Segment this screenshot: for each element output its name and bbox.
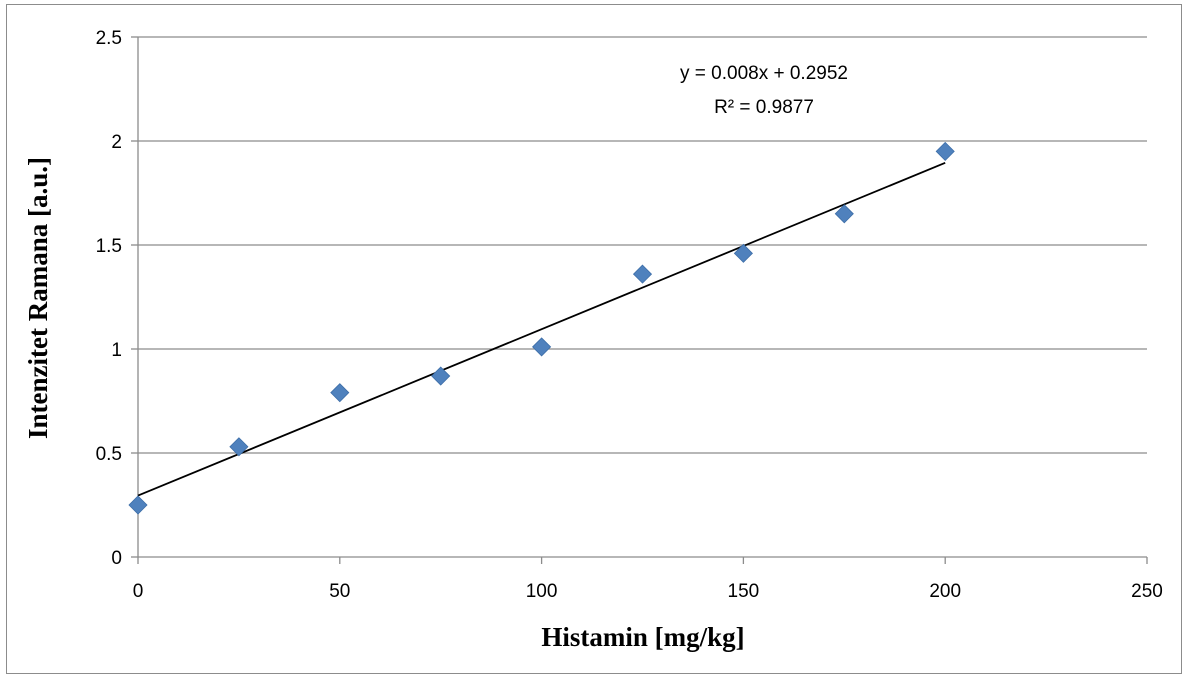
y-axis-title: Intenzitet Ramana [a.u.]: [23, 157, 53, 439]
y-tick-label: 1: [111, 340, 122, 361]
x-tick-label: 250: [1131, 581, 1163, 602]
data-point: [834, 204, 854, 224]
axes: [131, 36, 1148, 564]
data-point: [330, 383, 350, 403]
data-point: [632, 264, 653, 284]
x-tick-label: 200: [929, 581, 961, 602]
trendline-layer: [137, 161, 946, 497]
tick-labels: 0 0.5 1 1.5 2 2.5 0 50 100 150 200 250: [96, 28, 1163, 602]
linear-trendline: [137, 161, 946, 497]
data-points: [128, 141, 955, 515]
y-tick-label: 0: [111, 548, 122, 569]
x-tick-label: 0: [133, 581, 144, 602]
data-point: [431, 366, 451, 386]
y-tick-label: 2: [111, 132, 122, 153]
y-tick-label: 2.5: [96, 28, 122, 49]
data-point: [935, 141, 955, 161]
data-point: [128, 495, 148, 515]
data-point: [532, 337, 552, 357]
trendline-equation: y = 0.008x + 0.2952: [680, 63, 848, 84]
chart-area: [6, 4, 1182, 674]
x-tick-label: 100: [526, 581, 558, 602]
x-axis-title: Histamin [mg/kg]: [541, 622, 744, 652]
x-tick-label: 150: [728, 581, 760, 602]
data-point: [229, 437, 249, 457]
x-tick-label: 50: [329, 581, 350, 602]
gridlines: [138, 36, 1147, 454]
data-point: [733, 243, 753, 263]
trendline-r-squared: R² = 0.9877: [714, 97, 814, 118]
y-tick-label: 0.5: [96, 444, 122, 465]
y-tick-label: 1.5: [96, 236, 122, 257]
